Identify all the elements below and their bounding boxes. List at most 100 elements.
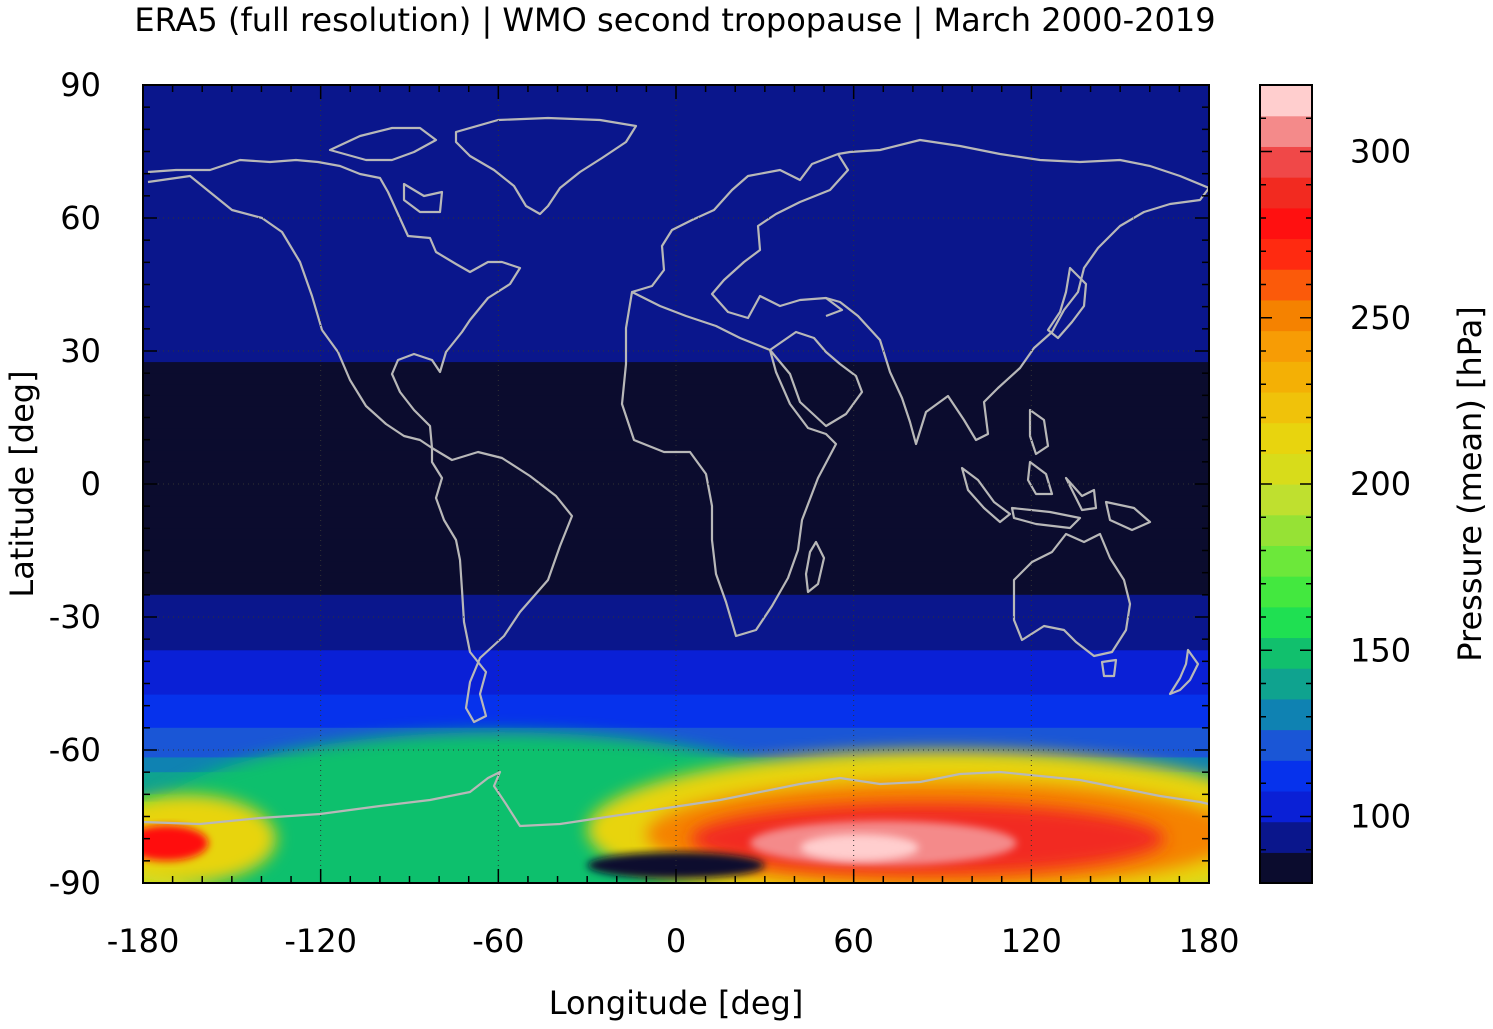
colorbar-swatch [1260, 269, 1312, 301]
colorbar-swatch [1260, 514, 1312, 546]
colorbar-swatch [1260, 576, 1312, 608]
colorbar-swatch [1260, 453, 1312, 485]
lat-band [143, 727, 1209, 740]
y-tick-label: 0 [81, 465, 101, 503]
coastlines [143, 116, 1209, 828]
lat-band [143, 262, 1209, 275]
x-tick-label: 180 [1178, 922, 1239, 960]
lat-band [143, 661, 1209, 674]
pressure-blob [800, 834, 919, 861]
colorbar-swatch [1260, 698, 1312, 731]
lat-band [143, 107, 1209, 120]
lat-band [143, 461, 1209, 474]
lat-band [143, 295, 1209, 308]
colorbar-tick-label: 250 [1350, 299, 1411, 337]
lat-band [143, 683, 1209, 696]
colorbar-swatch [1260, 85, 1312, 117]
lat-band [143, 362, 1209, 375]
lat-band [143, 417, 1209, 430]
x-tick-labels: -180 -120 -60 0 60 120 180 [107, 922, 1240, 960]
lat-band [143, 162, 1209, 175]
coastline-new-zealand [1168, 648, 1200, 696]
lat-band [143, 528, 1209, 541]
lat-band [143, 583, 1209, 596]
colorbar-swatch [1260, 391, 1312, 424]
y-axis-label: Latitude [deg] [3, 370, 41, 597]
lat-band [143, 317, 1209, 330]
x-axis-label: Longitude [deg] [549, 984, 804, 1022]
coastline-tasmania [1100, 658, 1118, 678]
lat-band [143, 650, 1209, 663]
coastline-europe [631, 152, 850, 320]
lat-band [143, 251, 1209, 264]
lat-band [143, 206, 1209, 219]
coastline-indonesia [960, 408, 1152, 532]
lat-band [143, 572, 1209, 585]
lat-band [143, 173, 1209, 186]
colorbar-swatch [1260, 177, 1312, 209]
lat-band [143, 328, 1209, 341]
y-tick-label: -90 [49, 864, 101, 902]
colorbar-swatch [1260, 422, 1312, 454]
antarctic-high-pressure-region [143, 732, 1209, 883]
colorbar-swatch [1260, 299, 1312, 332]
colorbar-swatch [1260, 238, 1312, 270]
coastline-japan [1046, 266, 1088, 340]
x-tick-label: 120 [1001, 922, 1062, 960]
axis-ticks [142, 84, 1210, 884]
coastline-arabia [768, 330, 864, 428]
lat-band [143, 151, 1209, 164]
coastline-australia [1012, 532, 1132, 658]
y-tick-label: 90 [60, 66, 101, 104]
colorbar [1260, 85, 1312, 884]
pressure-blob [143, 794, 277, 883]
colorbar-swatch [1260, 484, 1312, 516]
colorbar-tick-label: 100 [1350, 798, 1411, 836]
coastline-asia [825, 138, 1209, 446]
colorbar-swatch [1260, 606, 1312, 639]
lat-band [143, 351, 1209, 364]
y-tick-label: 60 [60, 199, 101, 237]
lat-band [143, 506, 1209, 519]
lat-band [143, 195, 1209, 208]
lat-band [143, 605, 1209, 618]
lat-band [143, 240, 1209, 253]
colorbar-swatch [1260, 330, 1312, 362]
x-tick-label: 0 [666, 922, 686, 960]
colorbar-tick-label: 300 [1350, 133, 1411, 171]
x-tick-label: -60 [472, 922, 524, 960]
colorbar-swatch [1260, 852, 1312, 884]
colorbar-swatch [1260, 207, 1312, 240]
y-tick-label: -60 [49, 731, 101, 769]
colorbar-label: Pressure (mean) [hPa] [1451, 306, 1489, 661]
colorbar-swatch [1260, 637, 1312, 669]
coastline-antarctica [143, 770, 1209, 828]
lat-band [143, 561, 1209, 574]
colorbar-ticks: 100 150 200 250 300 [1260, 84, 1411, 884]
coastline-arctic-islands [328, 126, 444, 214]
lat-band [143, 495, 1209, 508]
lat-band [143, 705, 1209, 718]
lat-band [143, 273, 1209, 286]
colorbar-swatch [1260, 729, 1312, 761]
x-tick-label: -180 [107, 922, 180, 960]
coastline-greenland [454, 116, 638, 216]
grid [143, 85, 1209, 883]
lat-band [143, 672, 1209, 685]
chart-title: ERA5 (full resolution) | WMO second trop… [134, 1, 1215, 39]
y-tick-label: -30 [49, 598, 101, 636]
coastline-africa [620, 290, 838, 638]
colorbar-swatch [1260, 361, 1312, 393]
coastline-madagascar [804, 540, 826, 594]
colorbar-tick-label: 150 [1350, 631, 1411, 669]
colorbar-tick-label: 200 [1350, 465, 1411, 503]
lat-band [143, 450, 1209, 463]
pressure-blob [143, 825, 209, 861]
lat-band [143, 472, 1209, 485]
x-tick-label: 60 [833, 922, 874, 960]
pressure-map [143, 85, 1209, 883]
coastline-south-america [430, 446, 574, 724]
colorbar-swatch [1260, 790, 1312, 823]
lat-band [143, 617, 1209, 630]
